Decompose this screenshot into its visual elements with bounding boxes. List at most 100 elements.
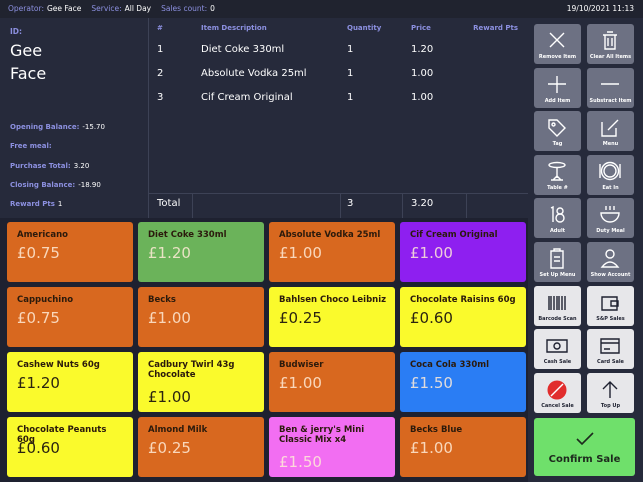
datetime: 19/10/2021 11:13 (566, 4, 634, 13)
icon-shape (603, 31, 617, 50)
icon-shape (600, 338, 620, 354)
button-label: S&P Sales (596, 315, 625, 322)
product-tile[interactable]: Ben & jerry's Mini Classic Mix x4 £1.50 (269, 417, 395, 477)
icon-shape (599, 163, 621, 178)
confirm-button[interactable]: Confirm Sale (534, 418, 635, 476)
column-header: Price (411, 24, 431, 32)
product-name: Americano (17, 230, 68, 240)
button-label: Cancel Sale (541, 402, 574, 409)
button-icon (602, 380, 618, 398)
field-label: Operator: (8, 4, 44, 13)
product-tile[interactable]: Chocolate Raisins 60g £0.60 (400, 287, 526, 347)
order-cell: 2 (157, 68, 164, 79)
field-value: All Day (124, 4, 152, 13)
product-name: Absolute Vodka 25ml (279, 230, 381, 240)
icon-shape (556, 207, 564, 216)
action-button[interactable]: S&P Sales (587, 285, 634, 326)
id-label: ID: (10, 27, 23, 36)
action-button[interactable]: Show Account (587, 242, 634, 282)
product-price: £1.50 (279, 453, 322, 471)
order-cell: Absolute Vodka 25ml (201, 68, 307, 79)
action-button[interactable]: Set Up Menu (534, 242, 581, 282)
action-button[interactable]: Tag (534, 111, 581, 152)
product-name: Ben & jerry's Mini Classic Mix x4 (279, 425, 365, 445)
icon-shape (602, 380, 618, 398)
order-cell: 1 (157, 44, 164, 55)
icon-shape (550, 206, 554, 223)
button-icon (548, 119, 566, 138)
product-price: £1.00 (148, 388, 191, 406)
button-icon (601, 119, 619, 137)
product-price: £0.60 (17, 439, 60, 457)
product-name: Becks Blue (410, 425, 463, 435)
product-tile[interactable]: Absolute Vodka 25ml £1.00 (269, 222, 395, 282)
product-tile[interactable]: Diet Coke 330ml £1.20 (138, 222, 264, 282)
button-label: Add Item (544, 97, 571, 104)
customer-field: Opening Balance: -15.70 (10, 123, 105, 131)
product-tile[interactable]: Cif Cream Original £1.00 (400, 222, 526, 282)
action-button[interactable]: Eat In (587, 154, 634, 195)
header-field: Sales count: 0 (161, 4, 215, 13)
action-button[interactable]: Clear All Items (587, 24, 634, 64)
action-button[interactable]: Table # (534, 154, 581, 195)
product-tile[interactable]: Coca Cola 330ml £1.50 (400, 352, 526, 412)
product-tile[interactable]: Chocolate Peanuts 60g £0.60 (7, 417, 133, 477)
order-cell: 1 (347, 44, 354, 55)
action-button[interactable]: Duty Meal (587, 198, 634, 239)
field-label: Sales count: (161, 4, 208, 13)
button-label: Show Account (590, 272, 631, 278)
product-tile[interactable]: Cappuchino £0.75 (7, 287, 133, 347)
button-label: Adult (549, 228, 566, 235)
product-price: £0.25 (148, 439, 191, 457)
product-tile[interactable]: Cadbury Twirl 43g Chocolate £1.00 (138, 352, 264, 412)
field-value: 1 (57, 200, 63, 209)
product-tile[interactable]: Budwiser £1.00 (269, 352, 395, 412)
product-price: £1.00 (410, 439, 453, 457)
action-button[interactable]: Remove Item (534, 24, 581, 64)
check-icon (576, 432, 594, 446)
product-tile[interactable]: Becks £1.00 (138, 287, 264, 347)
button-label: Table # (547, 184, 568, 191)
action-button[interactable]: Card Sale (587, 329, 634, 370)
product-price: £0.25 (279, 309, 322, 327)
header-field: Operator: Gee Face (8, 4, 81, 13)
icon-shape (549, 32, 565, 48)
product-tile[interactable]: Americano £0.75 (7, 222, 133, 282)
action-button[interactable]: Substract Item (587, 67, 634, 108)
product-tile[interactable]: Becks Blue £1.00 (400, 417, 526, 477)
product-name: Bahlsen Choco Leibniz (279, 295, 387, 305)
icon-shape (553, 342, 561, 350)
order-cell: 1 (347, 68, 354, 79)
product-tile[interactable]: Bahlsen Choco Leibniz £0.25 (269, 287, 395, 347)
confirm-label: Confirm Sale (548, 454, 621, 465)
action-button[interactable]: Menu (587, 111, 634, 152)
action-button[interactable]: Cancel Sale (534, 372, 581, 413)
order-cell: Diet Coke 330ml (201, 44, 285, 55)
button-icon (550, 248, 564, 269)
action-button[interactable]: Cash Sale (534, 329, 581, 370)
button-label: Duty Meal (596, 228, 625, 235)
customer-field: Purchase Total: 3.20 (10, 162, 89, 170)
icon-shape (551, 122, 556, 127)
action-button[interactable]: Adult (534, 198, 581, 239)
button-label: Set Up Menu (539, 272, 576, 278)
column-header: Reward Pts (473, 24, 518, 32)
total-label: Total (157, 198, 181, 209)
action-button[interactable]: Barcode Scan (534, 285, 581, 326)
column-header: Quantity (347, 24, 382, 32)
action-button[interactable]: Add Item (534, 67, 581, 108)
order-cell: 3 (157, 92, 164, 103)
button-label: Clear All Items (589, 54, 632, 60)
action-button[interactable]: Top Up (587, 372, 634, 413)
product-tile[interactable]: Cashew Nuts 60g £1.20 (7, 352, 133, 412)
column-header: # (157, 24, 163, 32)
product-tile[interactable]: Almond Milk £0.25 (138, 417, 264, 477)
field-label: Opening Balance: (10, 123, 80, 131)
product-price: £1.20 (148, 244, 191, 262)
field-value: 0 (210, 4, 215, 13)
divider (148, 18, 149, 218)
product-name: Diet Coke 330ml (148, 230, 227, 240)
icon-shape (555, 213, 565, 224)
button-icon (546, 339, 568, 353)
button-icon (601, 82, 619, 85)
